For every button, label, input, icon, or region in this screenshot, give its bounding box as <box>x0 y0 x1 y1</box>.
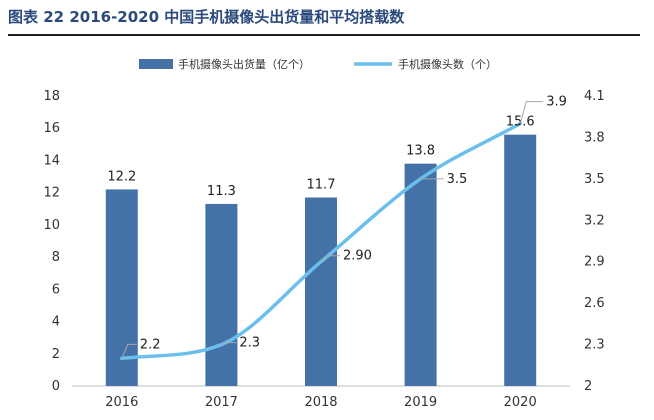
line-label-leader <box>519 101 544 124</box>
y-left-tick-label: 18 <box>43 89 60 104</box>
y-right-tick-label: 3.5 <box>584 172 605 187</box>
y-right-tick-label: 2.9 <box>584 255 605 270</box>
y-left-tick-label: 6 <box>52 282 60 297</box>
chart-title: 图表 22 2016-2020 中国手机摄像头出货量和平均搭载数 <box>8 8 405 26</box>
x-tick-label: 2019 <box>404 395 437 410</box>
line-data-label: 2.2 <box>140 337 161 352</box>
bar-data-label: 11.7 <box>307 178 336 193</box>
bar <box>504 134 537 386</box>
y-right-tick-label: 4.1 <box>584 89 605 104</box>
x-tick-label: 2016 <box>105 395 138 410</box>
line-label-leader <box>121 343 137 359</box>
y-right-tick-label: 3.8 <box>584 130 605 145</box>
line-data-label: 3.5 <box>447 172 468 187</box>
bar-data-label: 13.8 <box>406 144 435 159</box>
legend-bar-label: 手机摄像头出货量（亿个） <box>178 57 310 71</box>
bar <box>105 189 138 386</box>
title-divider <box>8 34 640 36</box>
line-data-label: 2.90 <box>343 249 372 264</box>
line-data-label: 2.3 <box>239 336 260 351</box>
bar-data-label: 11.3 <box>207 184 236 199</box>
y-right-tick-label: 2 <box>584 379 592 394</box>
x-tick-label: 2020 <box>504 395 537 410</box>
y-right-tick-label: 2.3 <box>584 338 605 353</box>
y-left-tick-label: 12 <box>43 186 60 201</box>
line-data-label: 3.9 <box>546 95 567 110</box>
y-left-tick-label: 0 <box>52 379 60 394</box>
bar <box>205 203 238 386</box>
x-tick-label: 2017 <box>205 395 238 410</box>
bar <box>305 197 337 386</box>
y-left-tick-label: 4 <box>52 315 60 330</box>
y-left-tick-label: 10 <box>43 218 60 233</box>
x-tick-label: 2018 <box>304 395 337 410</box>
line-label-leader <box>320 255 340 263</box>
legend-bar-swatch <box>139 59 173 69</box>
y-left-tick-label: 2 <box>52 347 60 362</box>
bar-data-label: 12.2 <box>107 169 136 184</box>
y-left-tick-label: 16 <box>43 121 60 136</box>
y-right-tick-label: 2.6 <box>584 296 605 311</box>
line-label-leader <box>221 342 237 346</box>
y-left-tick-label: 14 <box>43 153 60 168</box>
y-left-tick-label: 8 <box>52 250 60 265</box>
y-right-tick-label: 3.2 <box>584 213 605 228</box>
bar <box>404 163 437 386</box>
legend-line-label: 手机摄像头数（个） <box>398 57 497 71</box>
